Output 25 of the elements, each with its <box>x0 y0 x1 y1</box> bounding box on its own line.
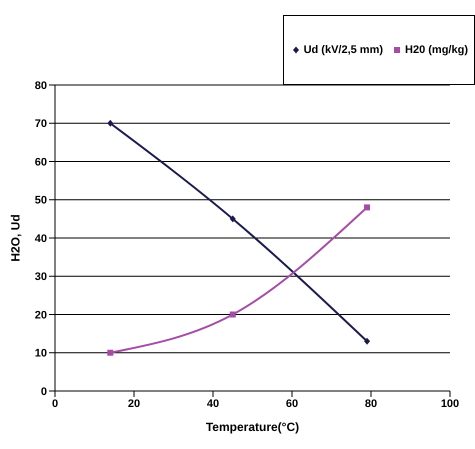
legend-label: H20 (mg/kg) <box>404 44 468 56</box>
y-tick-label: 10 <box>34 348 47 360</box>
y-tick-label: 0 <box>40 386 47 398</box>
point <box>364 204 370 210</box>
y-tick-label: 50 <box>34 194 47 207</box>
point <box>364 338 370 345</box>
x-tick-label: 0 <box>52 398 58 410</box>
point <box>107 120 114 127</box>
y-axis-title: H2O, Ud <box>8 214 22 262</box>
x-tick-label: 20 <box>128 398 140 410</box>
legend-label: Ud (kV/2,5 mm) <box>302 44 384 56</box>
y-tick-label: 20 <box>34 309 47 322</box>
point <box>107 350 114 356</box>
x-tick-label: 60 <box>286 398 298 410</box>
x-axis-title: Temperature(°C) <box>206 420 300 434</box>
y-tick-label: 60 <box>34 156 47 168</box>
y-tick-label: 40 <box>34 232 47 245</box>
x-tick-label: 40 <box>206 398 220 410</box>
x-tick-label: 100 <box>440 398 460 410</box>
y-tick-label: 70 <box>34 118 47 130</box>
y-tick-label: 80 <box>34 80 47 92</box>
point <box>230 312 236 318</box>
y-tick-label: 30 <box>34 271 47 284</box>
point <box>230 215 236 222</box>
x-tick-label: 80 <box>364 398 378 410</box>
